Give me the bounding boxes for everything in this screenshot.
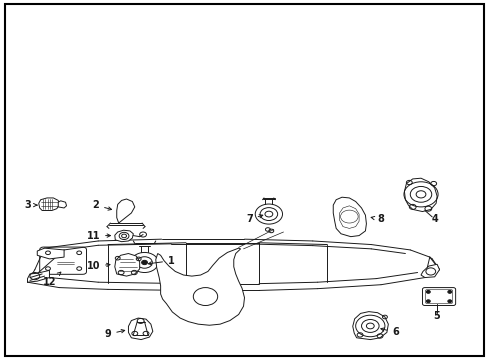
Polygon shape xyxy=(58,201,66,208)
Text: 9: 9 xyxy=(104,329,124,339)
Text: 7: 7 xyxy=(245,215,262,224)
Text: 10: 10 xyxy=(86,261,110,271)
Text: 4: 4 xyxy=(430,215,437,224)
Circle shape xyxy=(426,300,429,303)
FancyBboxPatch shape xyxy=(425,290,452,303)
Polygon shape xyxy=(404,178,436,212)
Polygon shape xyxy=(332,197,366,237)
FancyBboxPatch shape xyxy=(422,288,455,306)
Polygon shape xyxy=(39,198,59,211)
Text: 3: 3 xyxy=(24,200,37,210)
Polygon shape xyxy=(352,312,387,339)
Polygon shape xyxy=(339,206,358,228)
FancyBboxPatch shape xyxy=(40,247,86,274)
Polygon shape xyxy=(128,318,153,339)
Text: 11: 11 xyxy=(86,231,110,240)
Text: 8: 8 xyxy=(370,215,384,224)
Polygon shape xyxy=(115,230,133,242)
Text: 12: 12 xyxy=(42,272,61,287)
Text: 5: 5 xyxy=(433,311,440,321)
Text: 6: 6 xyxy=(380,327,398,337)
Circle shape xyxy=(447,291,451,293)
Polygon shape xyxy=(156,248,244,325)
Circle shape xyxy=(426,291,429,293)
Polygon shape xyxy=(115,253,140,276)
Polygon shape xyxy=(27,270,49,282)
Circle shape xyxy=(447,300,451,303)
Circle shape xyxy=(142,260,147,265)
Text: 2: 2 xyxy=(92,200,111,210)
Polygon shape xyxy=(37,248,64,259)
Polygon shape xyxy=(420,264,439,278)
Text: 1: 1 xyxy=(148,256,174,266)
Polygon shape xyxy=(117,199,135,223)
